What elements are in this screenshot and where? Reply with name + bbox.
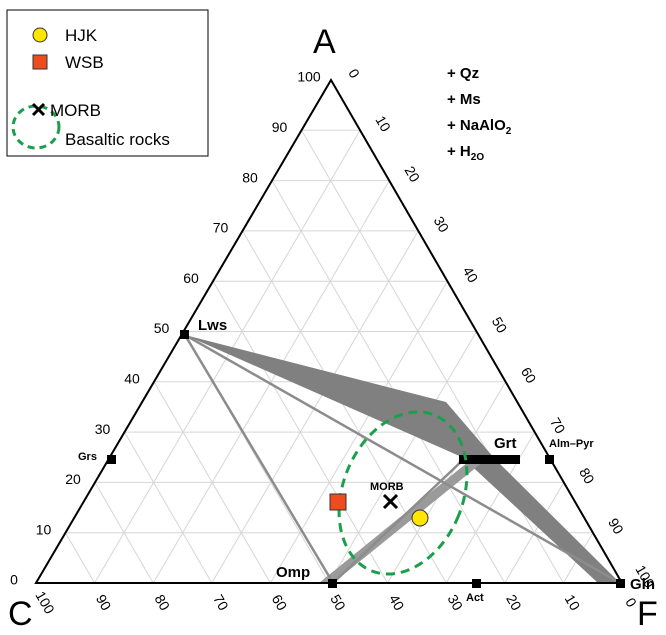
- gln-label: Gln: [630, 576, 655, 593]
- wsb-sample: [329, 493, 347, 511]
- left-tick-label: 90: [272, 119, 288, 135]
- morb-label: MORB: [370, 481, 404, 493]
- bottom-tick-label: 50: [327, 592, 349, 614]
- tie-line-field: [183, 333, 621, 585]
- bottom-tick-label: 10: [562, 592, 584, 614]
- grid-line-left: [65, 532, 96, 584]
- bottom-tick-label: 40: [386, 592, 408, 614]
- right-tick-label: 30: [431, 214, 453, 236]
- right-tick-label: 80: [576, 465, 598, 487]
- additions-list: + Qz + Ms + NaAlO2 + H2O: [447, 65, 512, 163]
- left-tick-label: 20: [65, 471, 81, 487]
- almpyr-marker: [545, 455, 554, 464]
- grid-line-left: [301, 130, 564, 584]
- right-tick-label: 90: [605, 515, 627, 537]
- basaltic-rocks-ellipse: [337, 410, 469, 576]
- left-tick-label: 100: [297, 69, 321, 85]
- left-tick-label: 0: [10, 572, 18, 588]
- right-tick-label: 50: [489, 314, 511, 336]
- omp-grt-band: [319, 458, 488, 583]
- addition-h2o-main: + H: [447, 143, 471, 160]
- lws-label: Lws: [198, 317, 227, 334]
- omp-marker: [328, 579, 337, 588]
- legend: HJK WSB MORB Basaltic rocks: [6, 9, 209, 157]
- legend-ellipse-symbol: [11, 104, 61, 150]
- act-label: Act: [466, 592, 484, 604]
- bottom-tick-label: 30: [445, 592, 467, 614]
- bottom-tick-label: 70: [210, 592, 232, 614]
- addition-ms: + Ms: [447, 91, 481, 108]
- left-axis-ticks: 0 10 20 30 40 50 60 70 80 90 100: [10, 69, 321, 588]
- grt-gln-band: [464, 459, 620, 583]
- grid-line-left: [242, 230, 447, 584]
- legend-wsb-label: WSB: [65, 53, 104, 72]
- bottom-tick-label: 60: [269, 592, 291, 614]
- grid-line-right: [328, 331, 477, 584]
- legend-morb-label: MORB: [50, 101, 101, 120]
- act-marker: [472, 579, 481, 588]
- legend-basalt-label: Basaltic rocks: [65, 130, 170, 149]
- hjk-sample: [411, 509, 429, 527]
- grid-line-right: [94, 130, 361, 584]
- right-tick-label: 0: [345, 66, 363, 81]
- legend-morb-symbol: [31, 102, 46, 117]
- grt-omp-line: [332, 458, 465, 584]
- addition-naalo2-sub: 2: [506, 126, 512, 137]
- omp-label: Omp: [276, 564, 310, 581]
- left-tick-label: 60: [183, 270, 199, 286]
- grt-label: Grt: [494, 435, 517, 452]
- addition-naalo2: + NaAlO2: [447, 117, 512, 137]
- left-tick-label: 80: [242, 169, 258, 185]
- left-tick-label: 70: [213, 220, 229, 236]
- left-tick-label: 10: [36, 521, 52, 537]
- bottom-tick-label: 80: [152, 592, 174, 614]
- lws-omp-line: [183, 334, 335, 584]
- lws-marker: [180, 330, 189, 339]
- bottom-tick-label: 20: [503, 592, 525, 614]
- right-tick-label: 20: [402, 163, 424, 185]
- grid-line-right: [211, 230, 419, 584]
- bottom-tick-label: 90: [93, 592, 115, 614]
- right-tick-label: 40: [460, 264, 482, 286]
- grid-line-left: [124, 431, 213, 584]
- grid-lines: [65, 129, 594, 584]
- almpyr-label: Alm–Pyr: [549, 438, 594, 450]
- right-tick-label: 70: [547, 415, 569, 437]
- addition-qz: + Qz: [447, 65, 479, 82]
- bottom-tick-label: 100: [32, 588, 58, 616]
- grs-label: Grs: [78, 451, 97, 463]
- lws-gln-line: [184, 333, 621, 585]
- right-tick-label: 10: [372, 113, 394, 135]
- left-tick-label: 30: [95, 421, 111, 437]
- addition-h2o-sub: 2O: [471, 152, 485, 163]
- vertex-a-label: A: [313, 23, 336, 61]
- grs-marker: [107, 455, 116, 464]
- addition-naalo2-main: + NaAlO: [447, 117, 506, 134]
- vertex-c-label: C: [8, 595, 33, 630]
- legend-hjk-symbol: [32, 27, 48, 43]
- lws-grt-band: [185, 335, 495, 459]
- addition-h2o: + H2O: [447, 143, 484, 163]
- gln-marker: [616, 579, 625, 588]
- morb-cross: [382, 493, 399, 510]
- grid-line-right: [152, 180, 390, 584]
- bottom-axis-ticks: 100 90 80 70 60 50 40 30 20 10 0: [32, 588, 640, 616]
- grt-bar: [459, 455, 520, 464]
- grid-line-left: [271, 180, 506, 584]
- left-tick-label: 40: [124, 371, 140, 387]
- legend-wsb-symbol: [32, 54, 48, 70]
- legend-hjk-label: HJK: [65, 26, 98, 45]
- left-tick-label: 50: [154, 320, 170, 336]
- right-tick-label: 60: [518, 364, 540, 386]
- vertex-f-label: F: [637, 595, 658, 630]
